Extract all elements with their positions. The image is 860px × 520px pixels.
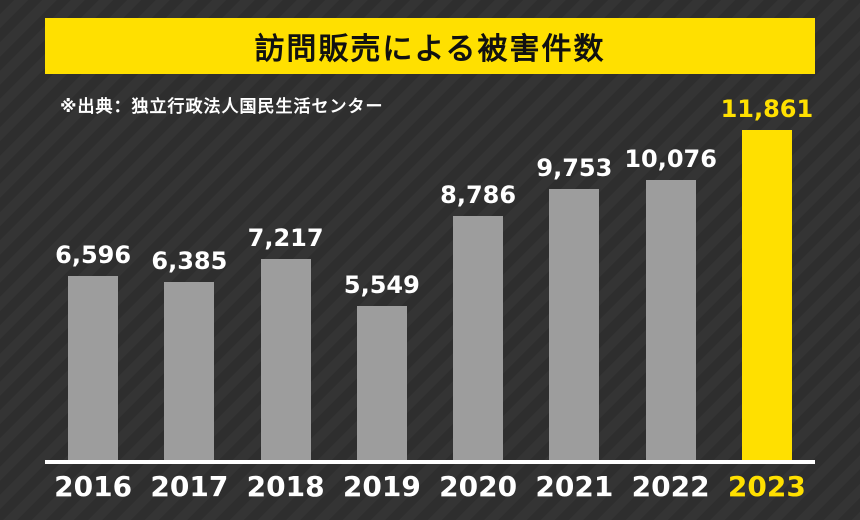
bar-value-label: 8,786 <box>440 181 517 209</box>
bar-value-label: 11,861 <box>720 95 814 123</box>
x-axis-label: 2022 <box>631 470 710 503</box>
bar-column: 7,217 <box>238 224 334 460</box>
bar-value-label: 9,753 <box>536 154 613 182</box>
bar <box>645 180 696 460</box>
bar-column: 6,385 <box>141 247 237 460</box>
bar-value-label: 7,217 <box>247 224 324 252</box>
x-axis-label: 2021 <box>535 470 614 503</box>
x-axis-label: 2020 <box>439 470 518 503</box>
x-axis-label: 2019 <box>342 470 421 503</box>
chart-title: 訪問販売による被害件数 <box>254 32 606 67</box>
x-axis: 2016 2017 2018 2019 2020 2021 2022 2023 <box>45 470 815 503</box>
bar-chart: 6,596 6,385 7,217 5,549 8,786 9,753 10,076 11,8… <box>45 95 815 503</box>
x-axis-label: 2023 <box>727 470 806 503</box>
bar <box>164 282 215 460</box>
bar <box>741 130 792 460</box>
plot-area: 6,596 6,385 7,217 5,549 8,786 9,753 10,076 11,8… <box>45 95 815 464</box>
chart-title-banner: 訪問販売による被害件数 <box>45 18 815 74</box>
bar <box>68 276 119 460</box>
source-note: ※出典：独立行政法人国民生活センター <box>60 97 384 117</box>
bar-column: 6,596 <box>45 241 141 460</box>
x-axis-label: 2017 <box>150 470 229 503</box>
bar-column: 8,786 <box>430 181 526 460</box>
bar <box>356 306 407 460</box>
bar-value-label: 10,076 <box>624 145 717 173</box>
bar-column: 10,076 <box>623 145 719 460</box>
x-axis-label: 2016 <box>54 470 133 503</box>
bar-column: 11,861 <box>719 95 815 460</box>
bar-value-label: 6,596 <box>55 241 132 269</box>
bar <box>549 189 600 460</box>
x-axis-label: 2018 <box>246 470 325 503</box>
bar-value-label: 5,549 <box>343 271 420 299</box>
bar <box>453 216 504 460</box>
bar <box>260 259 311 460</box>
bar-column: 9,753 <box>526 154 622 460</box>
bar-column: 5,549 <box>334 271 430 460</box>
bar-value-label: 6,385 <box>151 247 228 275</box>
